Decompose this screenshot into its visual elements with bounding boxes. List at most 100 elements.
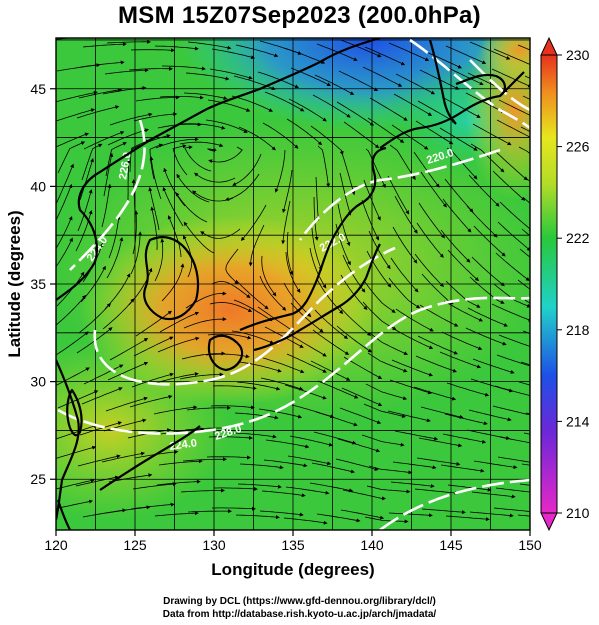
streamline bbox=[183, 92, 228, 100]
streamline bbox=[472, 358, 515, 374]
streamline bbox=[469, 511, 514, 518]
streamline bbox=[367, 352, 408, 373]
streamline bbox=[497, 456, 530, 463]
streamline bbox=[389, 379, 432, 395]
streamline bbox=[209, 302, 253, 312]
streamline bbox=[471, 256, 505, 287]
streamline bbox=[101, 451, 146, 463]
streamline bbox=[288, 98, 327, 122]
streamline bbox=[179, 141, 224, 148]
streamline bbox=[310, 360, 351, 381]
streamline bbox=[311, 462, 355, 474]
streamline bbox=[446, 382, 490, 397]
streamline bbox=[180, 488, 225, 493]
streamline bbox=[336, 325, 373, 353]
streamline bbox=[235, 279, 269, 310]
streamline bbox=[133, 112, 178, 122]
streamline bbox=[314, 309, 349, 340]
streamline bbox=[133, 336, 174, 357]
streamline bbox=[208, 435, 253, 440]
colorbar-tick-label: 214 bbox=[566, 413, 590, 429]
streamline bbox=[492, 170, 526, 201]
streamline bbox=[366, 485, 411, 494]
streamline bbox=[387, 410, 431, 423]
streamline bbox=[311, 227, 323, 271]
contour-226 bbox=[298, 148, 501, 241]
streamline bbox=[315, 411, 358, 427]
streamline bbox=[238, 126, 276, 151]
streamline bbox=[469, 276, 505, 304]
coast-kuril bbox=[499, 71, 525, 97]
contour-lines bbox=[57, 38, 530, 530]
streamline bbox=[421, 508, 466, 515]
streamline bbox=[314, 74, 355, 95]
streamline bbox=[521, 463, 530, 466]
streamline bbox=[167, 215, 182, 258]
streamline bbox=[212, 385, 257, 391]
streamline bbox=[262, 122, 299, 149]
streamline bbox=[498, 99, 530, 116]
streamline bbox=[519, 483, 530, 486]
streamline bbox=[148, 187, 160, 231]
streamline bbox=[183, 221, 215, 254]
streamline bbox=[237, 483, 282, 489]
streamline bbox=[388, 42, 430, 62]
streamline bbox=[239, 463, 284, 470]
streamline bbox=[493, 48, 530, 67]
colorbar-tick-label: 222 bbox=[566, 230, 590, 246]
streamline bbox=[316, 43, 358, 61]
coastlines bbox=[56, 38, 525, 530]
streamline bbox=[108, 215, 121, 259]
streamline bbox=[468, 174, 500, 207]
streamline bbox=[470, 143, 505, 173]
x-axis-ticks: 120 125 130 135 140 145 150 bbox=[44, 530, 542, 553]
streamline bbox=[472, 123, 512, 146]
streamline bbox=[231, 95, 273, 112]
streamline bbox=[364, 516, 409, 524]
streamline bbox=[517, 44, 530, 51]
streamline bbox=[207, 333, 252, 340]
streamline bbox=[494, 385, 530, 396]
streamline bbox=[130, 502, 175, 510]
streamline bbox=[495, 252, 530, 281]
contour-224-north bbox=[69, 119, 146, 271]
streamline bbox=[313, 196, 319, 241]
contour-222 bbox=[409, 38, 530, 130]
streamline bbox=[56, 478, 95, 490]
streamline bbox=[175, 192, 208, 223]
streamline bbox=[135, 310, 172, 337]
streamline bbox=[57, 141, 86, 174]
colorbar: 230 226 222 218 214 210 bbox=[540, 36, 590, 532]
streamline bbox=[443, 65, 484, 86]
streamline bbox=[368, 465, 413, 475]
streamline bbox=[440, 229, 471, 263]
streamline bbox=[56, 132, 89, 148]
streamline bbox=[466, 205, 498, 238]
streamline bbox=[281, 200, 291, 245]
streamline bbox=[81, 387, 123, 405]
streamline bbox=[441, 96, 481, 118]
streamline bbox=[102, 298, 135, 330]
streamline bbox=[176, 173, 210, 203]
streamline bbox=[106, 236, 124, 279]
streamline bbox=[390, 481, 435, 488]
streamline bbox=[109, 112, 153, 126]
streamline bbox=[234, 412, 279, 420]
streamline bbox=[162, 186, 184, 227]
streamline bbox=[391, 359, 433, 377]
streamline bbox=[154, 511, 199, 517]
streamline bbox=[317, 380, 359, 399]
streamline bbox=[158, 459, 203, 466]
streamline bbox=[258, 408, 303, 419]
streamline bbox=[257, 71, 300, 89]
streamline bbox=[369, 97, 408, 121]
streamline bbox=[361, 434, 405, 447]
streamline bbox=[80, 60, 125, 68]
streamline bbox=[79, 157, 94, 201]
streamline bbox=[338, 305, 372, 336]
x-tick-label: 150 bbox=[518, 537, 542, 553]
streamline bbox=[209, 68, 253, 80]
streamline bbox=[261, 255, 277, 297]
streamline bbox=[420, 406, 464, 419]
